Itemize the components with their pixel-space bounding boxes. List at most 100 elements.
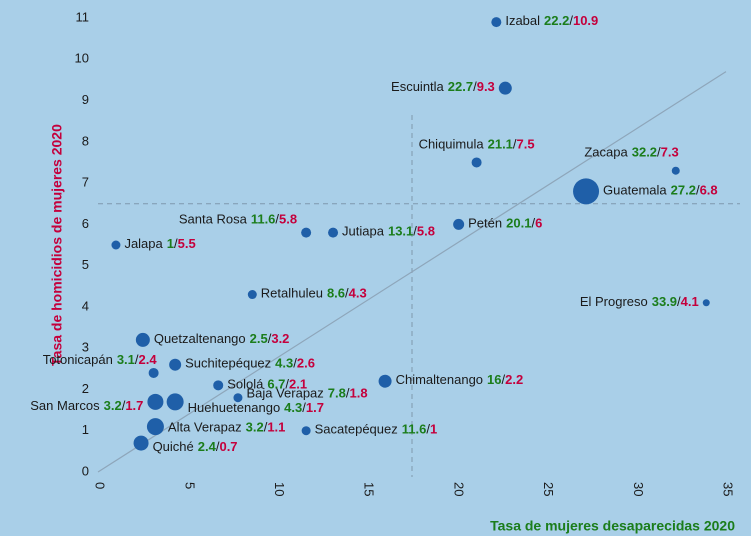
label-name: Chimaltenango [396,373,483,388]
label-separator: / [473,80,477,95]
label-y-value: 2.6 [297,356,315,371]
label-y-value: 9.3 [477,80,495,95]
label-y-value: 1.7 [306,400,324,415]
x-tick-label: 10 [272,482,287,496]
label-y-value: 1.8 [350,386,368,401]
bubble [233,393,243,403]
y-tick-label: 9 [82,92,89,107]
point-label: Sacatepéquez 11.6/1 [315,422,438,437]
label-x-value: 32.2 [632,145,657,160]
label-separator: / [293,356,297,371]
label-name: Huehuetenango [188,400,281,415]
point-label: Retalhuleu 8.6/4.3 [261,286,367,301]
point-label: Santa Rosa 11.6/5.8 [179,212,297,227]
label-separator: / [413,224,417,239]
x-tick-label: 25 [541,482,556,496]
label-y-value: 10.9 [573,14,598,29]
bubble [301,227,312,238]
point-label: Guatemala 27.2/6.8 [603,183,718,198]
y-tick-label: 8 [82,133,89,148]
bubble [573,178,600,205]
bubble [111,240,121,250]
label-name: Escuintla [391,80,445,95]
point-label: Izabal 22.2/10.9 [505,14,598,29]
label-separator: / [531,216,535,231]
label-separator: / [275,212,279,227]
bubble [671,166,680,175]
label-name: Santa Rosa [179,212,248,227]
label-separator: / [302,400,306,415]
point-label: Sololá 6.7/2.1 [227,377,307,392]
label-name: Sololá [227,377,264,392]
label-x-value: 4.3 [284,400,302,415]
label-separator: / [216,440,220,455]
label-x-value: 2.4 [198,440,217,455]
bubble [169,358,182,371]
label-y-value: 6.8 [700,183,718,198]
y-tick-label: 4 [82,298,89,313]
label-x-value: 8.6 [327,286,345,301]
label-name: Quiché [153,440,194,455]
label-x-value: 2.5 [250,331,268,346]
label-x-value: 21.1 [488,137,513,152]
point-label: Petén 20.1/6 [468,216,542,231]
label-y-value: 1 [430,422,437,437]
label-name: Baja Verapaz [246,386,323,401]
label-x-value: 6.7 [267,377,285,392]
point-label: Quetzaltenango 2.5/3.2 [154,331,290,346]
point-label: Suchitepéquez 4.3/2.6 [185,356,315,371]
point-label: Quiché 2.4/0.7 [153,440,238,455]
label-separator: / [268,331,272,346]
label-x-value: 11.6 [402,422,427,437]
point-label: Jalapa 1/5.5 [124,236,195,251]
point-label: Baja Verapaz 7.8/1.8 [246,386,367,401]
y-tick-label: 2 [82,381,89,396]
bubble [213,380,224,391]
label-separator: / [264,420,268,435]
label-name: Totonicapán [43,352,113,367]
point-label: San Marcos 3.2/1.7 [30,398,143,413]
bubble [133,435,149,451]
label-name: Petén [468,216,502,231]
label-separator: / [174,236,178,251]
y-axis-title: Tasa de homicidios de mujeres 2020 [49,124,65,366]
bubble [146,418,164,436]
label-name: Guatemala [603,183,667,198]
label-name: Jalapa [124,236,163,251]
trend-line [97,71,727,473]
label-name: Zacapa [584,145,628,160]
label-y-value: 4.1 [681,294,699,309]
label-x-value: 1 [167,236,174,251]
label-separator: / [122,398,126,413]
label-y-value: 3.2 [271,331,289,346]
label-x-value: 33.9 [652,294,677,309]
label-x-value: 16 [487,373,501,388]
label-y-value: 0.7 [219,440,237,455]
bubble [453,218,465,230]
label-x-value: 20.1 [506,216,531,231]
label-y-value: 1.1 [267,420,285,435]
label-x-value: 4.3 [275,356,293,371]
bubble [378,374,392,388]
label-name: Suchitepéquez [185,356,271,371]
label-name: Retalhuleu [261,286,323,301]
bubble [328,227,339,238]
label-x-value: 3.2 [104,398,122,413]
label-y-value: 2.4 [139,352,158,367]
label-y-value: 4.3 [349,286,367,301]
y-tick-label: 11 [76,9,90,24]
bubble [301,426,311,436]
point-label: Alta Verapaz 3.2/1.1 [168,420,286,435]
x-tick-label: 0 [93,482,108,489]
label-name: Alta Verapaz [168,420,242,435]
label-name: Chiquimula [419,137,485,152]
label-y-value: 7.3 [661,145,679,160]
bubble [166,393,184,411]
x-tick-label: 30 [631,482,646,496]
label-name: El Progreso [580,294,648,309]
y-tick-label: 7 [82,175,89,190]
point-label: Jutiapa 13.1/5.8 [342,224,435,239]
label-separator: / [677,294,681,309]
x-tick-label: 15 [362,482,377,496]
